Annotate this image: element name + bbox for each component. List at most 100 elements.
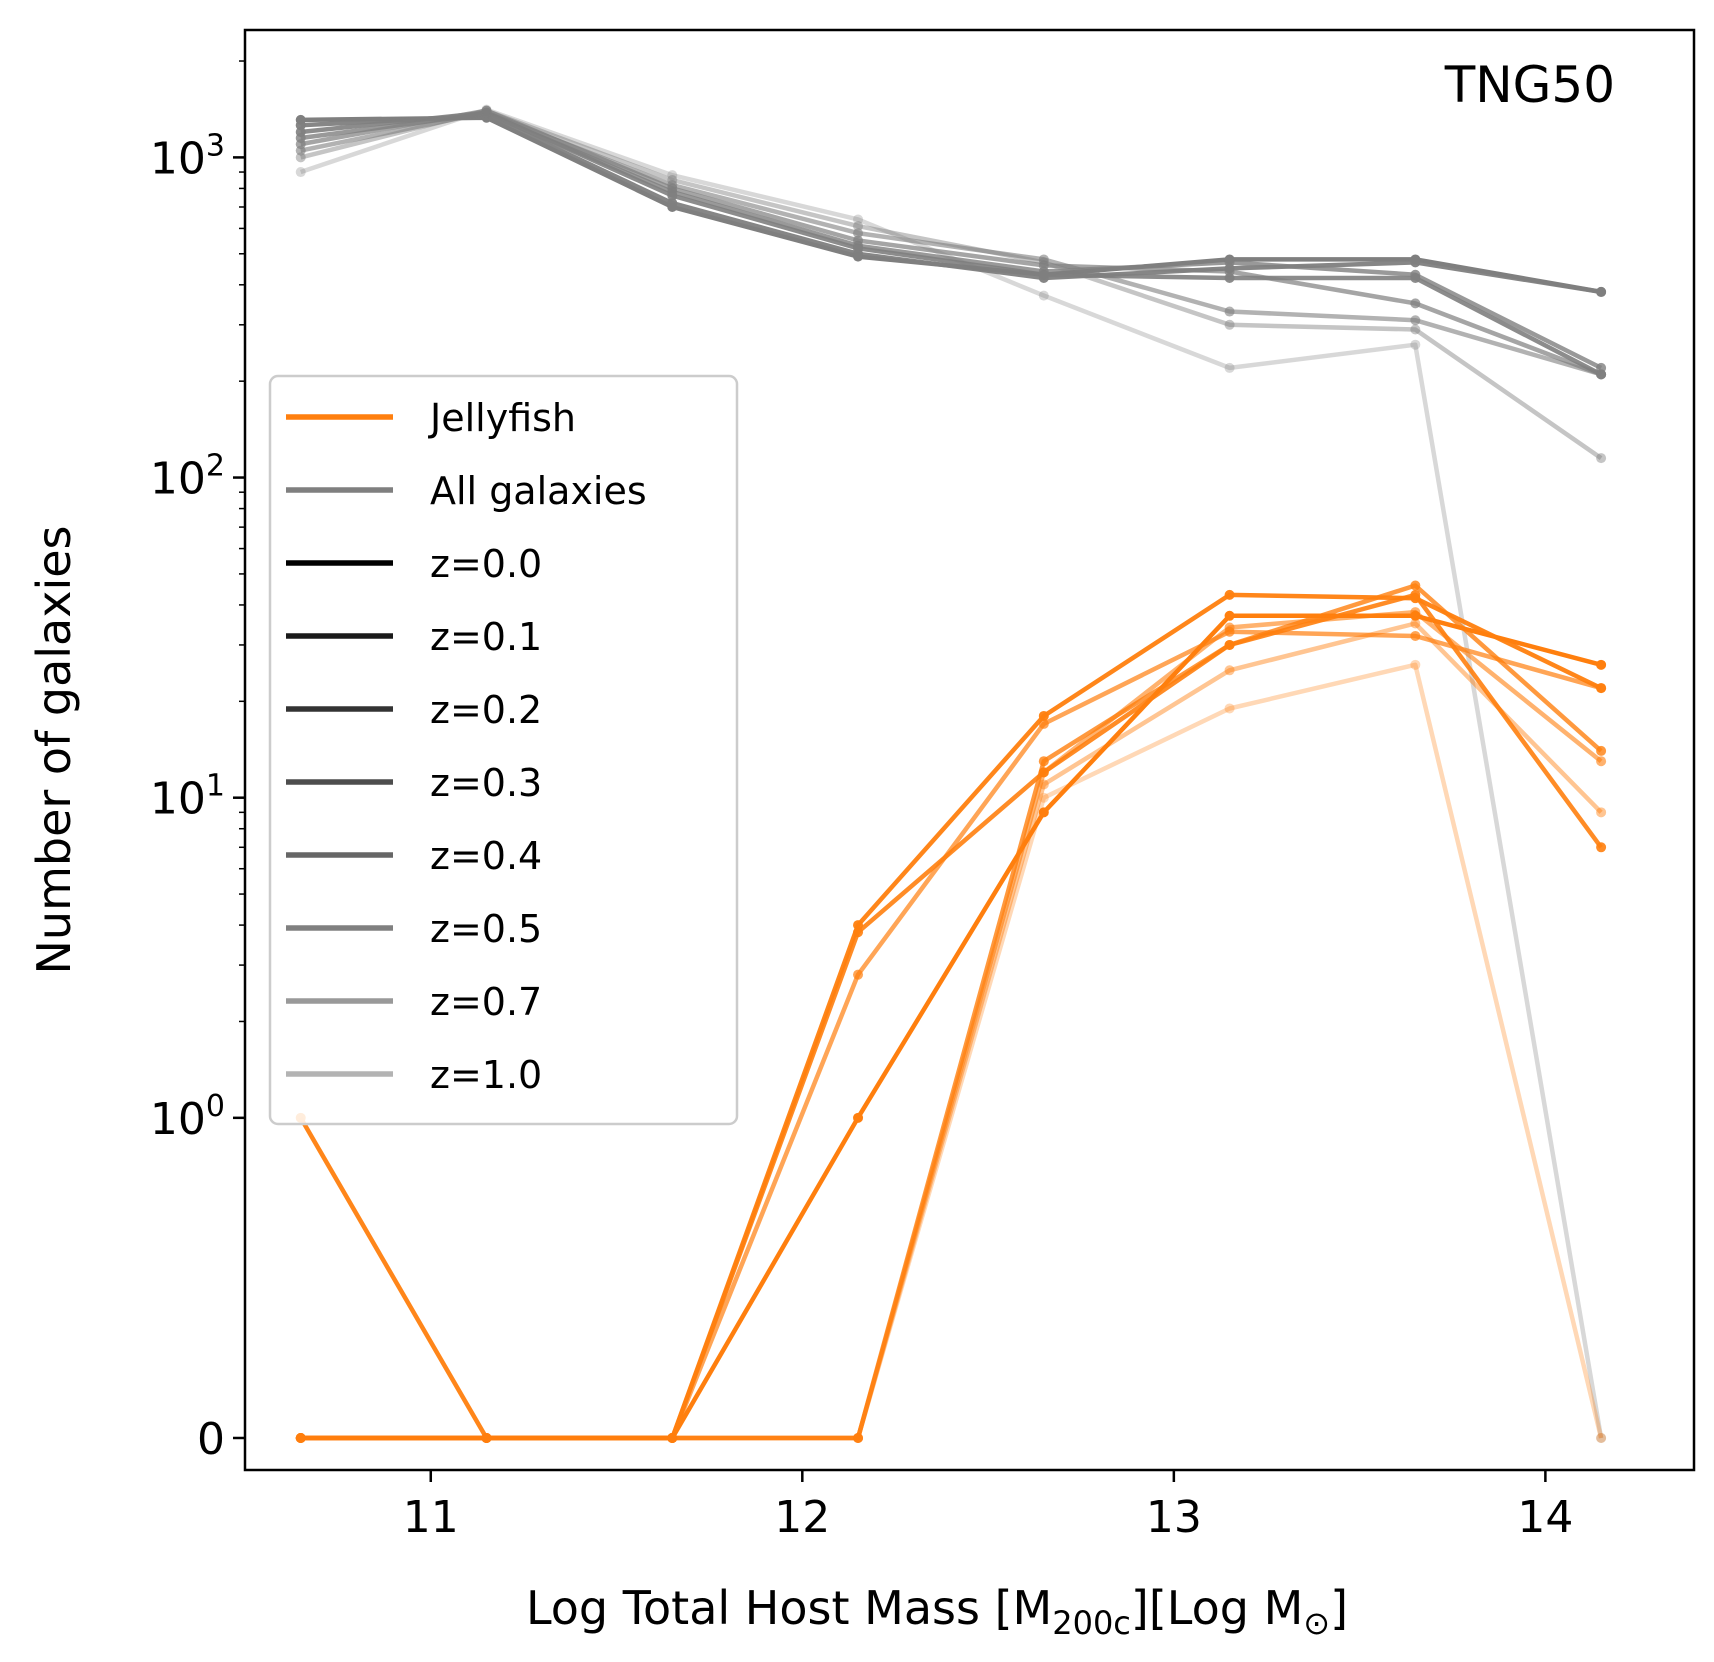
all-point-z=1.0 <box>481 104 492 115</box>
all-point-z=1.0 <box>1224 362 1235 373</box>
jellyfish-point-z=0.0 <box>853 1112 864 1123</box>
jellyfish-point-z=0.4 <box>1410 630 1421 641</box>
all-point-z=0.5 <box>481 107 492 118</box>
all-point-z=0.7 <box>667 174 678 185</box>
jellyfish-point-z=0.4 <box>1038 718 1049 729</box>
y-tick-label: 101 <box>150 769 225 825</box>
all-point-z=0.3 <box>1224 257 1235 268</box>
jellyfish-point-z=0.4 <box>1596 683 1607 694</box>
all-point-z=0.7 <box>1410 324 1421 335</box>
y-tick-label: 0 <box>197 1414 225 1465</box>
jellyfish-point-z=0.7 <box>1224 665 1235 676</box>
x-tick-label: 11 <box>403 1492 459 1543</box>
legend-entries: Jellyfish All galaxies z=0.0 z=0.1 z=0.2 z=0.… <box>286 396 647 1097</box>
legend-label: z=0.1 <box>430 615 542 659</box>
jellyfish-point-z=0.5 <box>481 1432 492 1443</box>
jellyfish-point-z=1.0 <box>853 1432 864 1443</box>
all-point-z=1.0 <box>667 170 678 181</box>
jellyfish-point-z=0.2 <box>1410 589 1421 600</box>
jellyfish-point-z=1.0 <box>1224 703 1235 714</box>
legend-label: z=0.2 <box>430 688 542 732</box>
all-point-z=0.1 <box>1596 286 1607 297</box>
all-line-z=0.5 <box>300 110 1602 377</box>
jellyfish-point-z=0.5 <box>295 1432 306 1443</box>
jellyfish-point-z=1.0 <box>1410 659 1421 670</box>
jellyfish-point-z=0.5 <box>853 1432 864 1443</box>
jellyfish-line-z=1.0 <box>300 662 1604 1441</box>
all-point-z=0.7 <box>295 152 306 163</box>
all-point-z=0.1 <box>667 198 678 209</box>
x-axis-label: Log Total Host Mass [M200c][Log M⊙] <box>526 1581 1348 1642</box>
jellyfish-point-z=0.7 <box>1596 807 1607 818</box>
jellyfish-point-z=1.0 <box>295 1432 306 1443</box>
jellyfish-point-z=0.3 <box>1596 745 1607 756</box>
all-point-z=0.4 <box>1224 266 1235 277</box>
plot-frame <box>243 28 1696 1472</box>
all-point-z=0.5 <box>1410 315 1421 326</box>
jellyfish-point-z=0.0 <box>1038 807 1049 818</box>
jellyfish-point-z=0.0 <box>1596 659 1607 670</box>
legend-label: All galaxies <box>430 469 647 513</box>
series-layer <box>295 104 1607 1443</box>
all-point-z=1.0 <box>853 214 864 225</box>
x-tick-label: 13 <box>1146 1492 1202 1543</box>
all-point-z=0.7 <box>1224 319 1235 330</box>
legend-label: z=0.0 <box>430 542 542 586</box>
jellyfish-point-z=0.2 <box>853 927 864 938</box>
all-point-z=0.5 <box>1038 254 1049 265</box>
jellyfish-point-z=0.7 <box>667 1432 678 1443</box>
all-point-z=0.4 <box>853 235 864 246</box>
y-tick-label: 100 <box>150 1089 225 1145</box>
jellyfish-point-z=1.0 <box>481 1432 492 1443</box>
all-line-z=0.7 <box>300 108 1603 460</box>
all-point-z=0.5 <box>295 145 306 156</box>
jellyfish-point-z=0.3 <box>1224 639 1235 650</box>
y-axis-label: Number of galaxies <box>27 526 81 975</box>
jellyfish-point-z=0.0 <box>1224 610 1235 621</box>
jellyfish-point-z=0.3 <box>1410 580 1421 591</box>
all-line-z=0.1 <box>300 113 1602 295</box>
jellyfish-point-z=0.5 <box>1410 607 1421 618</box>
x-tick-label: 14 <box>1517 1492 1573 1543</box>
x-axis-ticks: 11 12 13 14 <box>403 1470 1573 1543</box>
x-tick-label: 12 <box>774 1492 830 1543</box>
jellyfish-point-z=0.5 <box>1224 622 1235 633</box>
jellyfish-point-z=0.5 <box>1038 767 1049 778</box>
all-point-z=0.3 <box>1410 269 1421 280</box>
all-point-z=0.1 <box>1410 257 1421 268</box>
y-tick-label: 103 <box>150 128 225 184</box>
legend-label: z=0.7 <box>430 980 542 1024</box>
jellyfish-point-z=0.1 <box>1038 710 1049 721</box>
all-point-z=0.5 <box>853 228 864 239</box>
jellyfish-line-z=0.5 <box>300 609 1603 1441</box>
jellyfish-point-z=0.7 <box>853 1432 864 1443</box>
legend-label: z=1.0 <box>430 1053 542 1097</box>
all-point-z=0.5 <box>667 179 678 190</box>
y-axis-ticks: 0 100 101 102 103 <box>150 60 245 1465</box>
all-point-z=1.0 <box>1410 339 1421 350</box>
jellyfish-line-z=0.7 <box>300 621 1603 1441</box>
all-point-z=0.7 <box>481 105 492 116</box>
all-point-z=0.5 <box>1224 306 1235 317</box>
legend-label: z=0.4 <box>430 834 542 878</box>
legend-label: Jellyfish <box>428 396 576 440</box>
jellyfish-point-z=0.5 <box>1596 756 1607 767</box>
jellyfish-point-z=0.4 <box>853 969 864 980</box>
all-point-z=0.7 <box>1596 453 1607 464</box>
all-point-z=0.5 <box>1596 369 1607 380</box>
all-point-z=0.7 <box>853 221 864 232</box>
all-point-z=1.0 <box>1596 1432 1607 1443</box>
jellyfish-point-z=0.5 <box>667 1432 678 1443</box>
jellyfish-point-z=1.0 <box>1038 792 1049 803</box>
simulation-label: TNG50 <box>1444 56 1615 114</box>
jellyfish-point-z=1.0 <box>667 1432 678 1443</box>
jellyfish-point-z=1.0 <box>1596 1432 1607 1443</box>
all-point-z=1.0 <box>1038 290 1049 301</box>
jellyfish-point-z=0.7 <box>1410 618 1421 629</box>
all-point-z=0.7 <box>1038 257 1049 268</box>
all-point-z=0.4 <box>1410 298 1421 309</box>
jellyfish-point-z=0.7 <box>295 1432 306 1443</box>
legend-label: z=0.5 <box>430 907 542 951</box>
jellyfish-point-z=0.3 <box>1038 756 1049 767</box>
